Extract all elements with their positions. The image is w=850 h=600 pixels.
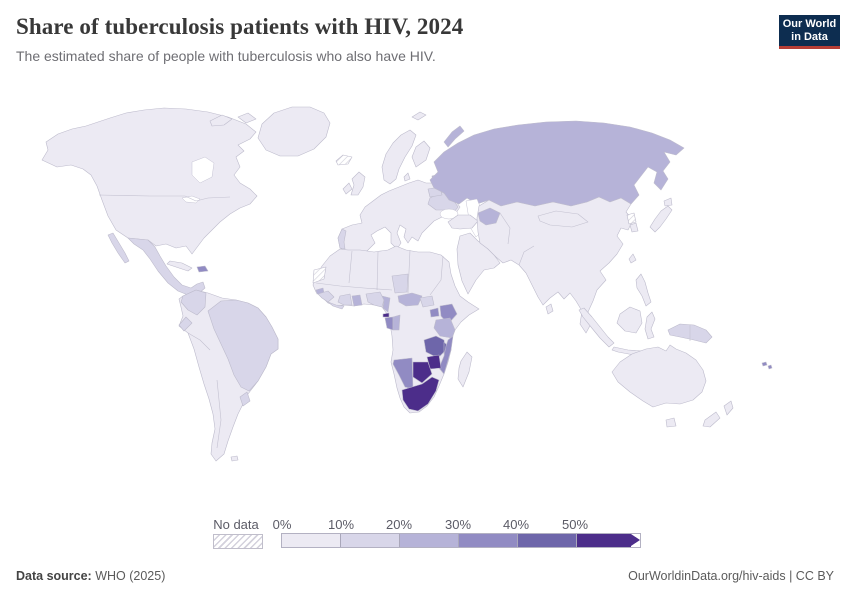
country-colombia[interactable] bbox=[180, 289, 207, 316]
legend-bin-50-plus[interactable] bbox=[576, 534, 631, 547]
region-europe-mainland[interactable] bbox=[337, 179, 461, 252]
legend-bin-20-30[interactable] bbox=[399, 534, 458, 547]
country-mexico[interactable] bbox=[127, 237, 206, 296]
country-ireland[interactable] bbox=[342, 182, 353, 195]
svalbard[interactable] bbox=[411, 111, 427, 121]
country-taiwan[interactable] bbox=[628, 253, 637, 264]
legend-arrow bbox=[631, 534, 640, 546]
novaya-zemlya[interactable] bbox=[443, 125, 465, 148]
legend-color-scale bbox=[281, 533, 641, 548]
country-guinea[interactable] bbox=[317, 290, 335, 303]
legend-tick-0: 0% bbox=[272, 517, 292, 532]
legend-bin-30-40[interactable] bbox=[458, 534, 517, 547]
country-equatorial-guinea[interactable] bbox=[382, 312, 390, 318]
country-hispaniola[interactable] bbox=[196, 265, 209, 273]
page-subtitle: The estimated share of people with tuber… bbox=[16, 48, 436, 64]
region-asia-mainland[interactable] bbox=[476, 196, 634, 334]
country-nigeria[interactable] bbox=[365, 291, 385, 308]
country-namibia[interactable] bbox=[392, 357, 414, 390]
logo-line1: Our World bbox=[782, 18, 837, 30]
country-central-african-republic[interactable] bbox=[397, 292, 423, 307]
legend-tick-20: 20% bbox=[385, 517, 413, 532]
region-anatolia[interactable] bbox=[447, 214, 479, 230]
country-ecuador[interactable] bbox=[178, 316, 193, 332]
mexico-baja[interactable] bbox=[107, 232, 130, 264]
country-russia[interactable] bbox=[429, 120, 685, 207]
country-uganda[interactable] bbox=[429, 307, 440, 318]
country-turkmenistan[interactable] bbox=[477, 207, 501, 226]
sahara-borders bbox=[315, 249, 444, 296]
asia-internal-borders bbox=[499, 212, 535, 266]
country-mozambique[interactable] bbox=[438, 335, 454, 375]
country-western-sahara[interactable] bbox=[312, 266, 327, 284]
data-source: Data source: WHO (2025) bbox=[16, 569, 165, 583]
country-north-america[interactable] bbox=[41, 107, 258, 255]
country-australia[interactable] bbox=[611, 344, 707, 408]
no-data-swatch[interactable] bbox=[213, 534, 263, 549]
country-greenland[interactable] bbox=[257, 106, 331, 157]
legend-tick-10: 10% bbox=[327, 517, 355, 532]
no-data-label: No data bbox=[213, 517, 259, 532]
map-legend: No data 0% 10% 20% 30% 40% 50% bbox=[0, 517, 850, 557]
us-canada-border bbox=[98, 194, 231, 202]
country-south-africa[interactable] bbox=[401, 376, 440, 412]
mongolia-border bbox=[537, 210, 589, 228]
country-cote-divoire[interactable] bbox=[337, 293, 353, 306]
island-sumatra[interactable] bbox=[578, 307, 615, 348]
country-south-sudan[interactable] bbox=[419, 295, 435, 308]
country-philippines[interactable] bbox=[635, 273, 652, 307]
country-fiji[interactable] bbox=[761, 361, 773, 370]
great-lakes bbox=[181, 195, 201, 204]
region-scandinavia[interactable] bbox=[381, 129, 417, 185]
country-cameroon[interactable] bbox=[381, 295, 391, 313]
country-japan[interactable] bbox=[649, 197, 673, 233]
country-new-zealand[interactable] bbox=[702, 400, 734, 428]
falkland-islands[interactable] bbox=[230, 455, 239, 462]
country-iceland[interactable] bbox=[335, 154, 353, 166]
country-madagascar[interactable] bbox=[457, 351, 473, 388]
island-sulawesi[interactable] bbox=[644, 311, 656, 340]
attribution-link[interactable]: OurWorldinData.org/hiv-aids | CC BY bbox=[628, 569, 834, 583]
sa-internal-borders bbox=[187, 332, 222, 449]
region-arabia[interactable] bbox=[456, 232, 501, 295]
legend-bin-0-10[interactable] bbox=[282, 534, 340, 547]
data-source-value: WHO (2025) bbox=[91, 569, 166, 583]
owid-logo[interactable]: Our World in Data bbox=[779, 15, 840, 49]
country-botswana[interactable] bbox=[412, 361, 433, 384]
data-source-label: Data source: bbox=[16, 569, 92, 583]
logo-line2: in Data bbox=[791, 30, 828, 43]
country-finland[interactable] bbox=[411, 140, 431, 168]
country-uruguay[interactable] bbox=[239, 391, 251, 407]
country-brazil[interactable] bbox=[207, 299, 279, 392]
country-cuba[interactable] bbox=[166, 260, 193, 272]
country-sierra-leone[interactable] bbox=[327, 301, 345, 310]
country-congo[interactable] bbox=[392, 314, 401, 331]
country-united-kingdom[interactable] bbox=[350, 171, 366, 196]
country-gabon[interactable] bbox=[384, 316, 394, 331]
country-denmark[interactable] bbox=[403, 172, 411, 182]
world-choropleth-map[interactable] bbox=[0, 85, 850, 515]
hudson-bay bbox=[191, 156, 215, 184]
country-north-korea[interactable] bbox=[626, 212, 637, 225]
island-borneo[interactable] bbox=[616, 306, 643, 334]
country-chad[interactable] bbox=[391, 273, 409, 294]
legend-tick-40: 40% bbox=[502, 517, 530, 532]
legend-tick-30: 30% bbox=[444, 517, 472, 532]
country-ghana[interactable] bbox=[351, 294, 363, 307]
legend-tick-50: 50% bbox=[561, 517, 589, 532]
black-sea bbox=[439, 208, 459, 220]
page-title: Share of tuberculosis patients with HIV,… bbox=[16, 14, 464, 39]
island-tasmania[interactable] bbox=[665, 417, 677, 428]
legend-bin-40-50[interactable] bbox=[517, 534, 576, 547]
country-south-korea[interactable] bbox=[629, 222, 639, 233]
country-sri-lanka[interactable] bbox=[545, 303, 554, 315]
country-arctic-islands[interactable] bbox=[209, 112, 257, 127]
legend-bin-10-20[interactable] bbox=[340, 534, 399, 547]
country-portugal[interactable] bbox=[337, 228, 347, 250]
